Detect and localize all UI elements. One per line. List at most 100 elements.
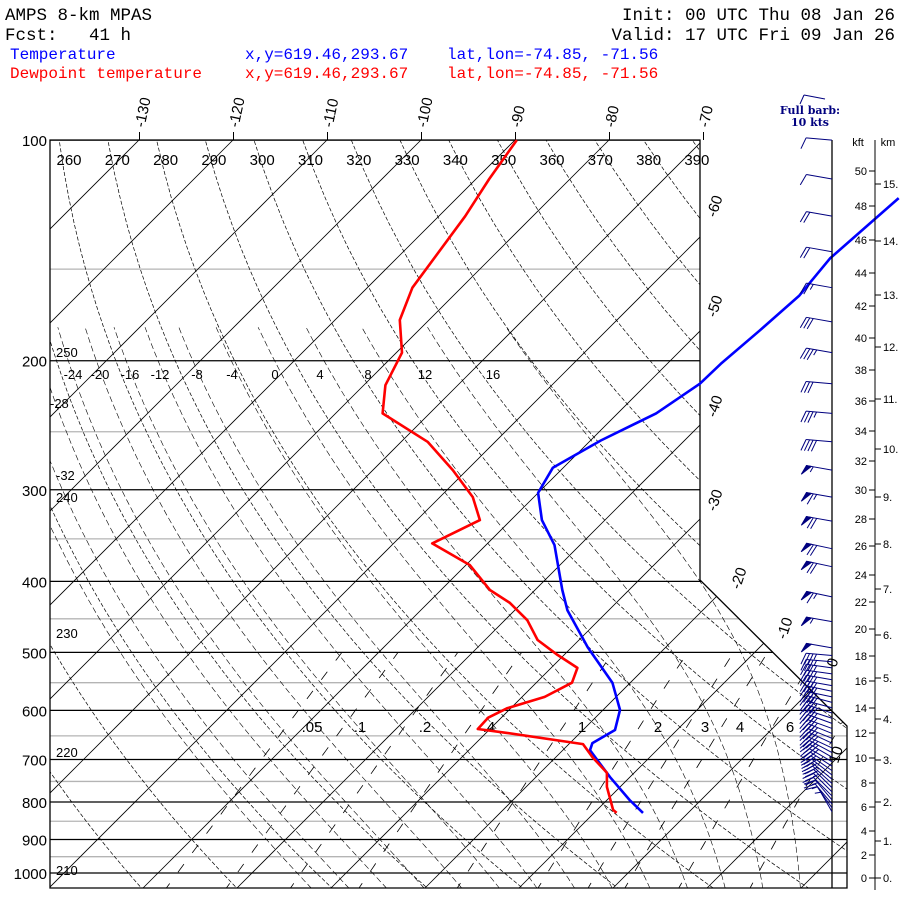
km-label: 6. xyxy=(883,630,892,642)
dry-adiabat-line xyxy=(716,140,847,888)
dry-adiabat-line xyxy=(50,140,432,888)
isotherm-label-right: -10 xyxy=(774,615,797,641)
kft-label: 2 xyxy=(861,850,867,862)
moist-adiabat-line xyxy=(505,327,801,888)
moist-adiabat-line xyxy=(113,327,500,888)
wind-barb xyxy=(800,642,833,653)
isotherm-line xyxy=(50,140,328,888)
mixing-ratio-line xyxy=(287,652,459,888)
legend-dewpoint-latlon: lat,lon=-74.85, -71.56 xyxy=(447,65,658,83)
isotherm-label-top: -110 xyxy=(320,97,343,129)
kft-label: 20 xyxy=(855,624,867,636)
pressure-label: 200 xyxy=(22,354,47,371)
dry-adiabat-line xyxy=(291,140,847,888)
temperature-line xyxy=(536,197,900,814)
plot-grid xyxy=(0,140,847,888)
wind-barb xyxy=(800,560,833,574)
pressure-label: 600 xyxy=(22,703,47,720)
km-label: 2. xyxy=(883,797,892,809)
mixing-ratio-label: 4 xyxy=(736,719,744,736)
dry-adiabat-label-left: 230 xyxy=(56,626,78,641)
dry-adiabat-line xyxy=(669,140,847,888)
pressure-label: 900 xyxy=(22,832,47,849)
mixing-ratio-line xyxy=(747,652,847,888)
kft-label: 40 xyxy=(855,333,867,345)
km-label: 3. xyxy=(883,755,892,767)
kft-label: 10 xyxy=(855,753,867,765)
moist-adiabat-label: 4 xyxy=(316,367,323,382)
pressure-label: 500 xyxy=(22,645,47,662)
moist-adiabat-line xyxy=(144,327,538,888)
moist-adiabat-label: -4 xyxy=(226,367,238,382)
dry-adiabat-line xyxy=(338,140,847,888)
isotherm-line xyxy=(50,140,422,888)
dry-adiabat-label-left: 240 xyxy=(56,490,78,505)
wind-barb xyxy=(799,700,833,714)
isotherm-label-right: -50 xyxy=(704,293,727,319)
km-label: 12. xyxy=(883,342,898,354)
isotherm-line xyxy=(50,140,516,888)
km-label: 4. xyxy=(883,714,892,726)
km-label: 5. xyxy=(883,673,892,685)
moist-adiabat-label: -16 xyxy=(121,367,140,382)
kft-label: 38 xyxy=(855,365,867,377)
dry-adiabat-line xyxy=(574,140,847,888)
mixing-ratio-line xyxy=(356,652,522,888)
wind-barb xyxy=(799,728,833,741)
isotherm-label-right: -20 xyxy=(728,565,751,591)
moist-adiabat-label: 8 xyxy=(364,367,371,382)
moist-adiabat-line xyxy=(427,327,764,888)
dry-adiabat-line xyxy=(243,140,847,888)
isotherm-line xyxy=(50,140,610,888)
dry-adiabat-label: 320 xyxy=(346,152,371,169)
barb-legend-line1: Full barb: xyxy=(780,104,840,117)
forecast-hour: Fcst: 41 h xyxy=(5,26,131,46)
pressure-label: 100 xyxy=(22,133,47,150)
isotherm-label-top: -90 xyxy=(508,104,529,129)
km-label: 14. xyxy=(883,236,898,248)
kft-label: 36 xyxy=(855,396,867,408)
dry-adiabat-label: 310 xyxy=(298,152,323,169)
isotherm-line xyxy=(50,140,798,888)
kft-label: 12 xyxy=(855,728,867,740)
dry-adiabat-label-left: 220 xyxy=(56,745,78,760)
isotherm-line xyxy=(50,140,704,888)
wind-barb xyxy=(799,211,833,223)
height-axis: kft km50484644424038363432302826242220181… xyxy=(852,137,898,890)
isotherm-label-right: -30 xyxy=(704,487,727,513)
dry-adiabat-line xyxy=(621,140,847,888)
moist-adiabat-label-left: -28 xyxy=(50,396,69,411)
km-label: 7. xyxy=(883,584,892,596)
kft-title: kft xyxy=(852,137,864,149)
wind-barbs xyxy=(799,137,833,888)
model-title: AMPS 8-km MPAS xyxy=(5,6,152,26)
legend-temperature-latlon: lat,lon=-74.85, -71.56 xyxy=(447,46,658,64)
km-label: 0. xyxy=(883,873,892,885)
dry-adiabat-label: 390 xyxy=(684,152,709,169)
isotherm-line xyxy=(0,140,45,888)
plot-border xyxy=(49,139,848,889)
kft-label: 44 xyxy=(855,268,867,280)
wind-barb xyxy=(799,282,833,295)
km-title: km xyxy=(881,137,896,149)
isotherm-label-top: -100 xyxy=(414,96,437,129)
mixing-ratio-line xyxy=(585,652,734,888)
dry-adiabat-line xyxy=(149,140,719,888)
barb-legend-icon xyxy=(799,94,826,105)
wind-barb xyxy=(800,516,833,530)
barb-legend-line2: 10 kts xyxy=(791,116,829,129)
km-label: 15. xyxy=(883,179,898,191)
sounding-profiles xyxy=(381,139,900,814)
dry-adiabat-label-left: 250 xyxy=(56,345,78,360)
mixing-ratio-label: 2 xyxy=(654,719,662,736)
dry-adiabat-line xyxy=(102,140,623,888)
wind-barb xyxy=(800,380,833,394)
pressure-label: 800 xyxy=(22,795,47,812)
moist-adiabat-line xyxy=(50,327,388,888)
plot-frame xyxy=(49,139,848,889)
dry-adiabat-label: 280 xyxy=(153,152,178,169)
legend-temperature-xy: x,y=619.46,293.67 xyxy=(245,46,408,64)
moist-adiabat-label: -24 xyxy=(64,367,83,382)
moist-adiabat-line xyxy=(84,327,463,888)
